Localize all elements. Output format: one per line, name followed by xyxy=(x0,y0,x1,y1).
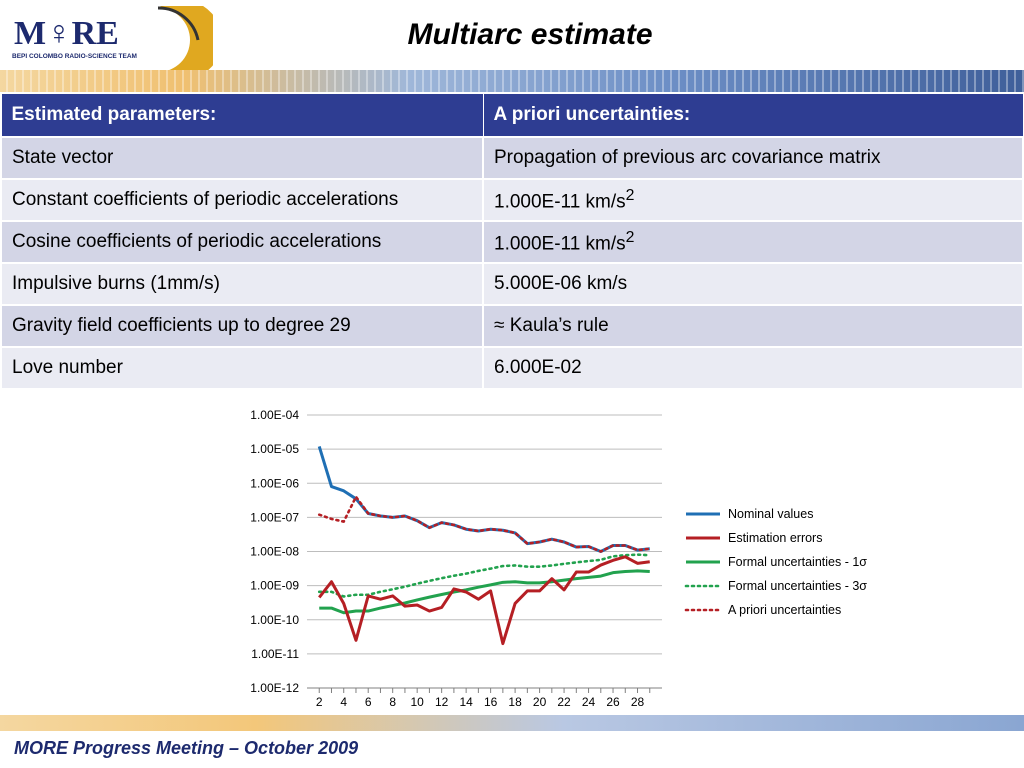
y-tick-label: 1.00E-09 xyxy=(250,579,299,593)
uncertainty-value: 5.000E-06 km/s xyxy=(494,273,628,294)
param-cell: Love number xyxy=(0,346,484,390)
param-cell: Constant coefficients of periodic accele… xyxy=(0,178,484,222)
logo-title: M♀RE xyxy=(14,15,119,52)
header-estimated-parameters: Estimated parameters: xyxy=(0,93,484,138)
table-row: Gravity field coefficients up to degree … xyxy=(0,304,1024,348)
table-row: Cosine coefficients of periodic accelera… xyxy=(0,220,1024,264)
series-line-2 xyxy=(319,569,650,615)
param-cell: Gravity field coefficients up to degree … xyxy=(0,304,484,348)
x-tick-label: 6 xyxy=(365,695,372,709)
legend-label: Formal uncertainties - 3σ xyxy=(728,579,867,593)
x-tick-label: 10 xyxy=(410,695,424,709)
y-tick-label: 1.00E-06 xyxy=(250,476,299,490)
x-tick-label: 12 xyxy=(435,695,449,709)
uncertainty-cell: ≈ Kaula’s rule xyxy=(482,304,1024,348)
series-line-0 xyxy=(317,445,650,553)
y-tick-label: 1.00E-04 xyxy=(250,408,299,422)
x-tick-label: 28 xyxy=(631,695,645,709)
x-tick-label: 4 xyxy=(340,695,347,709)
x-tick-label: 24 xyxy=(582,695,596,709)
y-tick-label: 1.00E-10 xyxy=(250,613,299,627)
uncertainty-cell: 1.000E-11 km/s2 xyxy=(482,178,1024,222)
uncertainty-value: 6.000E-02 xyxy=(494,357,582,378)
legend-label: Nominal values xyxy=(728,507,813,521)
table-row: Love number 6.000E-02 xyxy=(0,346,1024,390)
x-tick-label: 20 xyxy=(533,695,547,709)
param-cell: Cosine coefficients of periodic accelera… xyxy=(0,220,484,264)
x-tick-label: 14 xyxy=(459,695,473,709)
table-row: Impulsive burns (1mm/s) 5.000E-06 km/s xyxy=(0,262,1024,306)
header-decorative-band xyxy=(0,70,1024,92)
uncertainty-value: ≈ Kaula’s rule xyxy=(494,315,609,336)
uncertainty-cell: 5.000E-06 km/s xyxy=(482,262,1024,306)
logo-graphic: M♀RE BEPI COLOMBO RADIO-SCIENCE TEAM xyxy=(12,0,222,81)
x-tick-label: 22 xyxy=(557,695,571,709)
footer-decorative-band xyxy=(0,715,1024,731)
x-tick-label: 2 xyxy=(316,695,323,709)
table-header-row: Estimated parameters: A priori uncertain… xyxy=(0,93,1024,138)
uncertainty-cell: Propagation of previous arc covariance m… xyxy=(482,136,1024,180)
y-tick-label: 1.00E-07 xyxy=(250,510,299,524)
legend-label: Formal uncertainties - 1σ xyxy=(728,555,867,569)
legend-label: A priori uncertainties xyxy=(728,603,841,617)
param-cell: State vector xyxy=(0,136,484,180)
y-tick-label: 1.00E-11 xyxy=(251,647,299,661)
uncertainty-cell: 1.000E-11 km/s2 xyxy=(482,220,1024,264)
table-row: Constant coefficients of periodic accele… xyxy=(0,178,1024,222)
legend-label: Estimation errors xyxy=(728,531,822,545)
header-a-priori-uncertainties: A priori uncertainties: xyxy=(482,93,1024,138)
x-tick-label: 8 xyxy=(389,695,396,709)
logo-subtitle: BEPI COLOMBO RADIO-SCIENCE TEAM xyxy=(12,53,137,60)
table-row: State vector Propagation of previous arc… xyxy=(0,136,1024,180)
series-line-3 xyxy=(317,553,652,598)
unit-exponent: 2 xyxy=(625,228,635,246)
x-tick-label: 26 xyxy=(606,695,620,709)
footer-text: MORE Progress Meeting – October 2009 xyxy=(14,738,359,758)
slide-title: Multiarc estimate xyxy=(407,18,653,51)
y-tick-label: 1.00E-05 xyxy=(250,442,299,456)
param-cell: Impulsive burns (1mm/s) xyxy=(0,262,484,306)
x-tick-label: 18 xyxy=(508,695,522,709)
uncertainty-value: Propagation of previous arc covariance m… xyxy=(494,147,881,168)
parameters-table: Estimated parameters: A priori uncertain… xyxy=(0,93,1024,390)
uncertainty-cell: 6.000E-02 xyxy=(482,346,1024,390)
x-tick-label: 16 xyxy=(484,695,498,709)
series-line-1 xyxy=(318,555,650,646)
uncertainty-value: 1.000E-11 km/s xyxy=(494,233,626,255)
series-line-4 xyxy=(317,495,652,553)
y-tick-label: 1.00E-08 xyxy=(250,545,299,559)
y-tick-label: 1.00E-12 xyxy=(250,681,299,695)
unit-exponent: 2 xyxy=(625,186,635,204)
more-logo: M♀RE BEPI COLOMBO RADIO-SCIENCE TEAM xyxy=(8,0,222,81)
uncertainty-value: 1.000E-11 km/s xyxy=(494,191,626,213)
log-line-chart: 1.00E-04 1.00E-05 1.00E-06 1.00E-07 1.00E-08… xyxy=(250,408,867,709)
